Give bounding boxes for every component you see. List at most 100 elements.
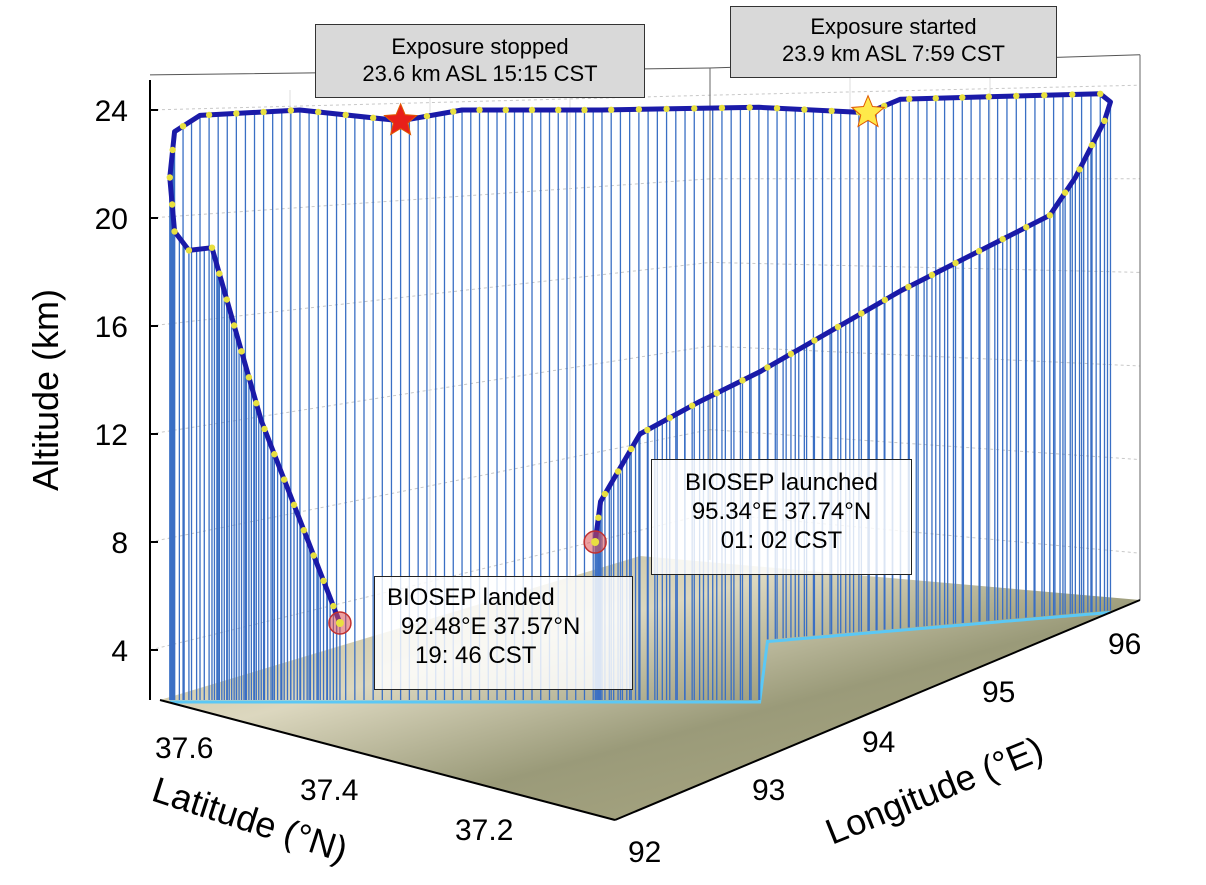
trajectory-point xyxy=(1088,141,1096,149)
trajectory-point xyxy=(502,106,509,114)
trajectory-point xyxy=(928,271,936,279)
trajectory-point xyxy=(171,228,178,235)
trajectory-point xyxy=(764,364,771,371)
annotation-line: Exposure stopped xyxy=(391,34,569,59)
trajectory-point xyxy=(320,577,327,585)
trajectory-point xyxy=(1023,224,1030,231)
trajectory-point xyxy=(208,244,216,251)
z-tick-label: 8 xyxy=(111,527,128,560)
annotation-line: BIOSEP launched xyxy=(684,469,879,496)
trajectory-point xyxy=(905,283,912,291)
trajectory-point xyxy=(932,95,939,102)
trajectory-point xyxy=(205,111,213,119)
trajectory-point xyxy=(369,114,377,122)
trajectory-point xyxy=(688,402,696,409)
ground-track xyxy=(169,610,1111,704)
trajectory-point xyxy=(230,322,238,329)
annotation-line: Exposure started xyxy=(810,14,977,39)
trajectory-point xyxy=(975,247,983,255)
trajectory-point xyxy=(713,389,720,397)
trajectory-point xyxy=(280,476,288,483)
annotation-exposure-stopped: Exposure stopped 23.6 km ASL 15:15 CST xyxy=(315,24,645,98)
trajectory-point xyxy=(773,105,781,112)
ground-satellite-image xyxy=(160,556,1140,820)
trajectory-point xyxy=(787,350,795,358)
longitude-axis-line xyxy=(614,599,1141,821)
trajectory-point xyxy=(528,106,536,114)
trajectory-point xyxy=(168,201,176,208)
trajectory-point xyxy=(555,106,562,114)
annotation-launched: BIOSEP launched 95.34°E 37.74°N 01: 02 C… xyxy=(651,459,912,575)
z-tick-label: 24 xyxy=(95,95,128,128)
trajectory-point xyxy=(169,146,176,154)
annotation-line: 23.9 km ASL 7:59 CST xyxy=(782,41,1005,66)
trajectory-point xyxy=(216,270,223,277)
annotation-exposure-started: Exposure started 23.9 km ASL 7:59 CST xyxy=(730,6,1057,78)
trajectory-point xyxy=(959,94,966,101)
trajectory-point xyxy=(834,323,842,331)
latitude-axis-line xyxy=(159,699,616,821)
trajectory-point xyxy=(811,337,818,344)
x-tick-label: 92 xyxy=(628,836,661,869)
z-axis-label: Altitude (km) xyxy=(25,289,66,491)
trajectory-point xyxy=(663,105,670,113)
z-tick-label: 16 xyxy=(95,311,128,344)
x-tick-label: 95 xyxy=(982,676,1015,709)
trajectory-point xyxy=(166,174,173,181)
gridline xyxy=(149,429,1141,543)
landed-point xyxy=(335,619,344,627)
trajectory-point xyxy=(635,106,643,113)
trajectory-point xyxy=(595,514,602,521)
trajectory-point xyxy=(315,108,322,116)
y-tick-label: 37.4 xyxy=(300,774,358,807)
trajectory-point xyxy=(801,106,808,113)
y-tick-label: 37.6 xyxy=(155,732,213,765)
exposure-stopped-star-icon xyxy=(383,102,419,136)
trajectory-point xyxy=(691,105,698,112)
annotation-line: 95.34°E 37.74°N xyxy=(691,498,872,525)
trajectory-point xyxy=(290,501,298,509)
trajectory-point xyxy=(601,490,609,498)
gridline xyxy=(149,345,1141,435)
trajectory-point xyxy=(1069,91,1076,98)
trajectory-point xyxy=(666,414,673,421)
annotation-line: 19: 46 CST xyxy=(415,642,537,669)
trajectory-point xyxy=(1101,117,1108,125)
trajectory-point xyxy=(607,106,615,114)
trajectory-point xyxy=(739,377,746,384)
gridline xyxy=(149,261,1141,327)
trajectory-point xyxy=(718,104,726,112)
trajectory-point xyxy=(952,259,959,267)
z-tick-label: 20 xyxy=(95,203,128,236)
trajectory-point xyxy=(858,310,865,317)
trajectory-point xyxy=(271,451,278,458)
trajectory-point xyxy=(906,95,913,103)
exposure-started-star-icon xyxy=(850,94,886,128)
event-markers xyxy=(328,94,886,635)
y-tick-label: 37.2 xyxy=(455,814,513,847)
trajectory-point xyxy=(627,445,635,453)
trajectory-point xyxy=(644,426,651,434)
trajectory-point xyxy=(260,108,267,116)
trajectory-point xyxy=(746,104,753,111)
trajectory-point xyxy=(450,108,457,115)
trajectory-point xyxy=(185,247,193,254)
z-tick-label: 4 xyxy=(111,635,128,668)
trajectory-point xyxy=(238,348,245,355)
trajectory-point xyxy=(330,602,337,610)
trajectory-point xyxy=(261,425,268,433)
trajectory-point xyxy=(1046,212,1054,219)
annotation-line: 01: 02 CST xyxy=(720,527,843,554)
trajectory-point xyxy=(310,552,317,559)
trajectory-point xyxy=(233,110,240,117)
trajectory-point xyxy=(300,526,308,534)
annotation-line: 23.6 km ASL 15:15 CST xyxy=(362,61,598,86)
trajectory-point xyxy=(1076,166,1083,173)
trajectory-point xyxy=(253,400,260,407)
trajectory-point xyxy=(1041,92,1048,99)
trajectory-point xyxy=(985,93,992,100)
x-tick-label: 96 xyxy=(1108,628,1141,661)
launched-point xyxy=(591,538,600,546)
x-axis-label: Longitude (°E) xyxy=(820,728,1049,852)
annotation-line: BIOSEP landed xyxy=(387,584,555,611)
